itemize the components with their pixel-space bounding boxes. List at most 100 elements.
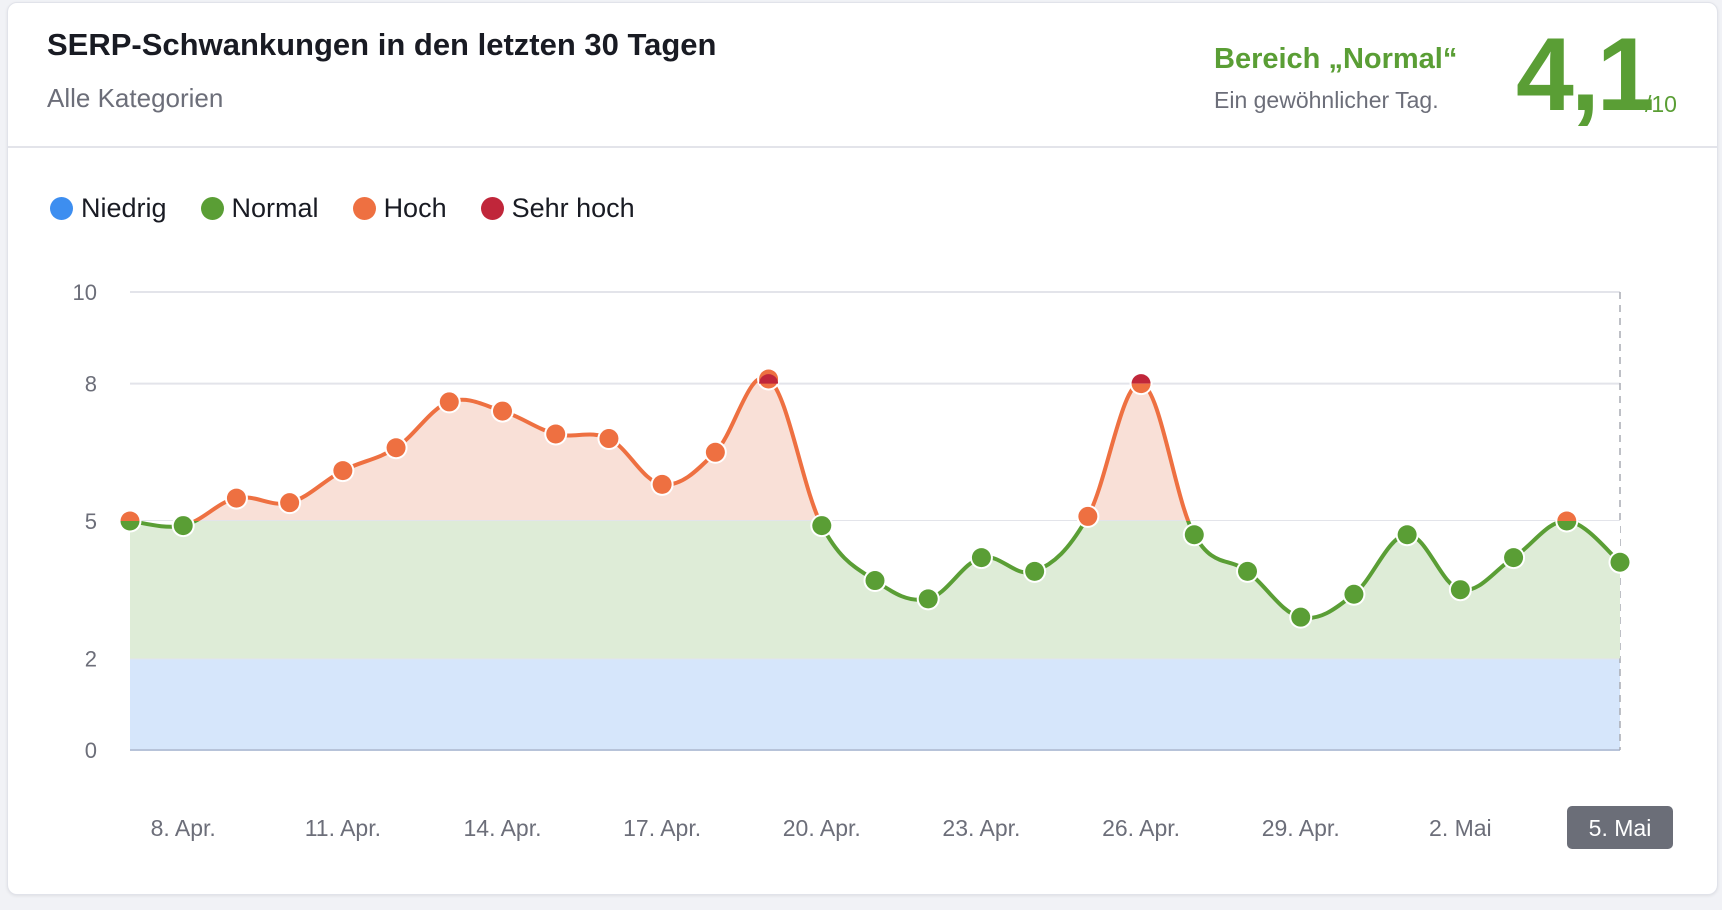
data-point[interactable] bbox=[1608, 550, 1632, 574]
data-point-lower bbox=[1131, 383, 1151, 394]
area-hoch bbox=[130, 377, 1567, 521]
data-point-upper bbox=[1131, 374, 1151, 384]
legend-label: Normal bbox=[231, 193, 319, 223]
data-point-fill bbox=[226, 488, 246, 508]
x-tick-label: 23. Apr. bbox=[942, 815, 1020, 841]
y-tick-label: 8 bbox=[85, 372, 97, 397]
data-point-fill bbox=[1504, 548, 1524, 568]
data-point[interactable] bbox=[1342, 582, 1366, 606]
x-tick-label: 14. Apr. bbox=[463, 815, 541, 841]
data-point-lower bbox=[1557, 521, 1577, 531]
data-point-upper bbox=[1557, 511, 1577, 521]
data-point[interactable] bbox=[171, 514, 195, 538]
header-divider bbox=[8, 146, 1717, 148]
data-point-fill bbox=[1291, 607, 1311, 627]
x-tick-label-selected: 5. Mai bbox=[1589, 815, 1652, 841]
data-point-fill bbox=[1025, 561, 1045, 581]
x-tick-label: 26. Apr. bbox=[1102, 815, 1180, 841]
data-point[interactable] bbox=[384, 436, 408, 460]
data-point[interactable] bbox=[1236, 559, 1259, 583]
legend-label: Sehr hoch bbox=[511, 193, 635, 223]
x-tick-label: 29. Apr. bbox=[1262, 815, 1340, 841]
data-point[interactable] bbox=[1448, 578, 1472, 602]
data-point[interactable] bbox=[1076, 504, 1100, 528]
data-point[interactable] bbox=[1555, 509, 1579, 533]
x-tick-label: 20. Apr. bbox=[783, 815, 861, 841]
data-point-fill bbox=[280, 493, 300, 513]
legend-dot-icon bbox=[50, 197, 73, 220]
y-tick-label: 2 bbox=[85, 646, 97, 671]
legend-item-normal[interactable]: Normal bbox=[200, 193, 319, 224]
data-point[interactable] bbox=[1289, 605, 1313, 629]
data-point-lower bbox=[120, 521, 140, 531]
y-tick-label: 10 bbox=[73, 280, 97, 305]
data-point[interactable] bbox=[916, 587, 940, 611]
data-point-fill bbox=[1238, 561, 1257, 581]
data-point[interactable] bbox=[1023, 559, 1047, 583]
data-point[interactable] bbox=[491, 399, 514, 423]
data-point-upper bbox=[759, 374, 779, 384]
x-tick-label: 8. Apr. bbox=[151, 815, 216, 841]
data-point-fill bbox=[1610, 552, 1630, 572]
legend-item-sehr-hoch[interactable]: Sehr hoch bbox=[480, 193, 635, 224]
legend-dot-icon bbox=[200, 197, 224, 220]
data-point-fill bbox=[1397, 525, 1417, 545]
x-tick-label: 17. Apr. bbox=[623, 815, 701, 841]
data-point[interactable] bbox=[969, 546, 993, 570]
score-max: /10 bbox=[1645, 91, 1677, 117]
data-point[interactable] bbox=[1129, 372, 1153, 396]
data-point-fill bbox=[865, 571, 885, 591]
data-point[interactable] bbox=[757, 367, 781, 391]
data-point[interactable] bbox=[224, 486, 248, 510]
data-point[interactable] bbox=[1395, 523, 1419, 547]
y-tick-label: 0 bbox=[85, 738, 97, 763]
data-point[interactable] bbox=[544, 422, 568, 446]
legend-label: Hoch bbox=[383, 193, 447, 223]
data-point[interactable] bbox=[810, 514, 834, 538]
data-point-fill bbox=[493, 401, 512, 421]
data-point[interactable] bbox=[437, 390, 461, 414]
data-point[interactable] bbox=[650, 472, 674, 496]
data-point-fill bbox=[918, 589, 938, 609]
chart-legend: Niedrig Normal Hoch Sehr hoch bbox=[50, 193, 635, 224]
x-tick-label: 11. Apr. bbox=[305, 815, 381, 841]
data-point[interactable] bbox=[703, 440, 727, 464]
data-point[interactable] bbox=[863, 569, 887, 593]
range-label: Bereich „Normal“ bbox=[1214, 43, 1458, 75]
legend-dot-icon bbox=[352, 197, 376, 220]
range-description: Ein gewöhnlicher Tag. bbox=[1214, 87, 1439, 113]
category-subtitle: Alle Kategorien bbox=[47, 83, 224, 113]
data-point-fill bbox=[546, 424, 566, 444]
data-point-fill bbox=[812, 516, 832, 536]
legend-label: Niedrig bbox=[81, 193, 167, 223]
data-point-fill bbox=[971, 548, 991, 568]
data-point-fill bbox=[599, 429, 619, 449]
legend-item-niedrig[interactable]: Niedrig bbox=[50, 193, 167, 224]
y-tick-label: 5 bbox=[85, 509, 97, 534]
data-point[interactable] bbox=[1502, 546, 1526, 570]
data-point-upper bbox=[120, 511, 140, 521]
data-point-fill bbox=[1078, 506, 1098, 526]
data-point[interactable] bbox=[331, 459, 355, 483]
data-point-fill bbox=[652, 474, 672, 494]
data-point-fill bbox=[1344, 584, 1364, 604]
data-point-fill bbox=[705, 442, 725, 462]
data-point-fill bbox=[1450, 580, 1470, 600]
legend-item-hoch[interactable]: Hoch bbox=[352, 193, 447, 224]
legend-dot-icon bbox=[480, 197, 504, 220]
data-point[interactable] bbox=[118, 509, 142, 533]
data-point[interactable] bbox=[597, 427, 621, 451]
data-point-fill bbox=[173, 516, 193, 536]
card-title: SERP-Schwankungen in den letzten 30 Tage… bbox=[47, 27, 717, 62]
data-point[interactable] bbox=[278, 491, 302, 515]
selected-date-badge bbox=[1567, 806, 1673, 849]
data-point[interactable] bbox=[1182, 523, 1206, 547]
band-niedrig bbox=[130, 658, 1620, 750]
data-point-fill bbox=[333, 461, 353, 481]
data-point-fill bbox=[386, 438, 406, 458]
data-point-fill bbox=[1184, 525, 1204, 545]
data-point-fill bbox=[439, 392, 459, 412]
x-tick-label: 2. Mai bbox=[1429, 815, 1492, 841]
score-value: 4,1 bbox=[1516, 17, 1655, 133]
